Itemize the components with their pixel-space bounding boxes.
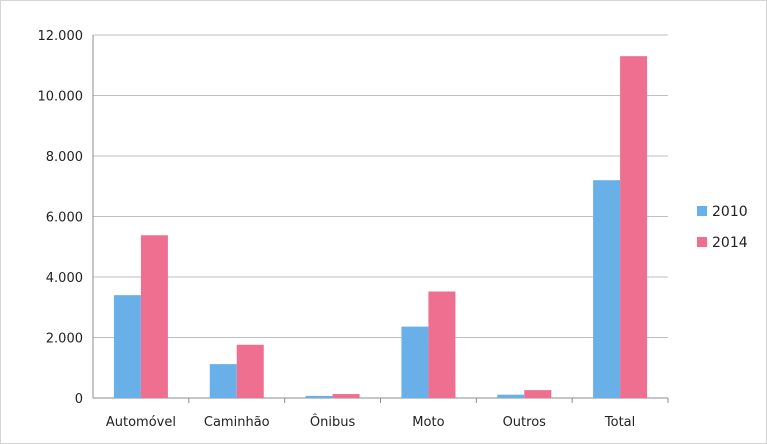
bars <box>113 56 648 399</box>
y-tick-label: 8.000 <box>46 150 83 165</box>
gridlines <box>93 34 668 338</box>
bar-2014-3 <box>428 291 456 398</box>
bar-2010-2 <box>305 395 333 398</box>
y-tick-label: 0 <box>75 392 83 407</box>
x-tick-label: Outros <box>503 415 547 430</box>
tick-labels: 0 2.000 4.000 6.000 8.000 10.000 12.000 Automóv… <box>38 29 636 430</box>
bar-2014-5 <box>620 56 648 399</box>
bar-2010-5 <box>593 180 621 398</box>
x-tick-label: Ônibus <box>310 414 356 430</box>
bar-2014-2 <box>332 394 360 398</box>
legend-label-2014: 2014 <box>712 235 748 251</box>
x-tick-label: Moto <box>412 415 444 430</box>
y-tick-label: 6.000 <box>46 211 83 226</box>
bar-2014-1 <box>236 344 264 398</box>
y-tick-label: 12.000 <box>38 29 84 44</box>
x-tick-label: Total <box>604 415 635 430</box>
y-tick-label: 10.000 <box>38 90 84 105</box>
bar-2010-1 <box>209 364 237 398</box>
legend-swatch-2014 <box>697 237 707 247</box>
x-tick-label: Caminhão <box>204 415 270 430</box>
bar-2010-0 <box>113 295 141 398</box>
bar-2014-0 <box>140 235 168 398</box>
x-tick-label: Automóvel <box>106 415 176 430</box>
legend-label-2010: 2010 <box>712 204 748 220</box>
legend: 2010 2014 <box>697 204 748 251</box>
axes <box>92 35 669 403</box>
bar-2010-3 <box>401 326 429 398</box>
legend-swatch-2010 <box>697 206 707 216</box>
y-tick-label: 4.000 <box>46 271 83 286</box>
bar-2010-4 <box>497 394 525 398</box>
bar-2014-4 <box>524 390 552 398</box>
y-tick-label: 2.000 <box>46 332 83 347</box>
